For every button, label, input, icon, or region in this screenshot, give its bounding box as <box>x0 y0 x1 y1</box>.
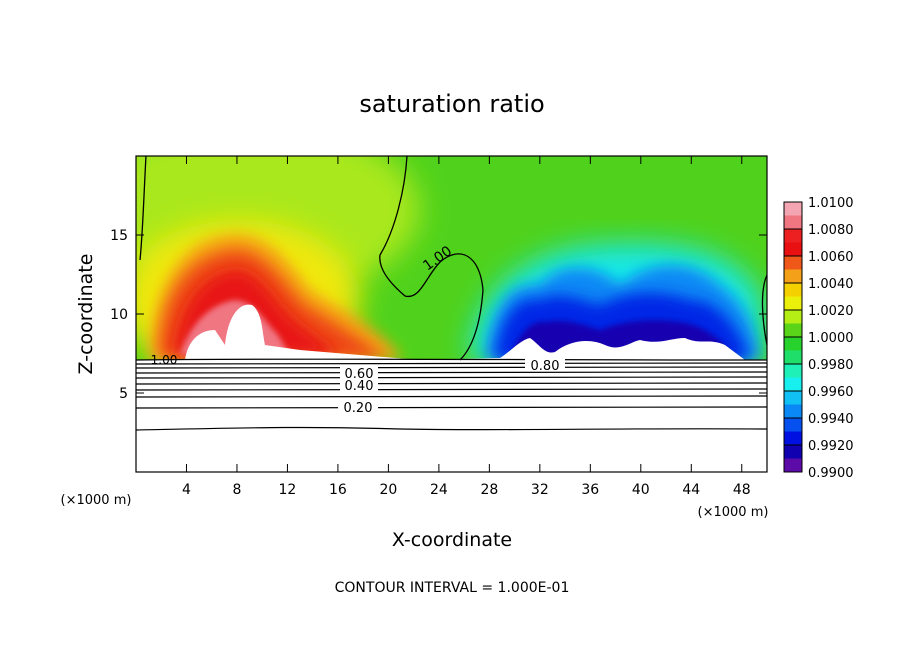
colorbar-swatch <box>784 215 802 230</box>
colorbar-swatch <box>784 229 802 243</box>
colorbar-swatch <box>784 377 802 392</box>
colorbar: 1.0100 1.0080 1.0060 1.0040 1.0020 1.0000 0.99… <box>783 196 854 481</box>
x-tick-label: 40 <box>632 482 650 498</box>
colorbar-swatch <box>784 256 802 270</box>
x-tick-label: 48 <box>733 482 751 498</box>
colorbar-label: 1.0060 <box>808 250 854 265</box>
colorbar-swatch <box>784 445 802 459</box>
colorbar-swatch <box>784 310 802 324</box>
colorbar-label: 1.0020 <box>808 304 854 319</box>
colorbar-label: 1.0000 <box>808 331 854 346</box>
y-axis: 5 10 15 <box>110 228 767 402</box>
chart-title: saturation ratio <box>359 90 544 118</box>
x-tick-label: 24 <box>430 482 448 498</box>
x-tick-label: 16 <box>329 482 347 498</box>
contour-label: 0.20 <box>344 401 373 416</box>
colorbar-swatch <box>784 337 802 351</box>
x-axis: 4 8 12 16 20 24 28 32 36 40 44 48 <box>182 156 751 498</box>
contour-line-1.00-left <box>139 156 147 261</box>
contour-label: 1.00 <box>151 353 178 367</box>
colorbar-label: 0.9960 <box>808 385 854 400</box>
colorbar-swatch <box>784 458 802 473</box>
colorbar-label: 1.0040 <box>808 277 854 292</box>
x-tick-label: 28 <box>480 482 498 498</box>
colorbar-label: 1.0080 <box>808 223 854 238</box>
y-axis-label: Z-coordinate <box>75 254 97 375</box>
contour-label: 0.40 <box>345 379 374 394</box>
colorbar-swatch <box>784 350 802 365</box>
colorbar-swatch <box>784 418 802 432</box>
contour-line-1.00-right <box>761 274 767 346</box>
low-contours <box>136 358 767 431</box>
lower-white-area <box>136 304 767 472</box>
x-tick-label: 8 <box>232 482 241 498</box>
x-tick-label: 20 <box>379 482 397 498</box>
colorbar-label: 1.0100 <box>808 196 854 211</box>
colorbar-swatch <box>784 404 802 419</box>
x-axis-label: X-coordinate <box>392 529 512 551</box>
colorbar-swatch <box>784 364 802 378</box>
colorbar-swatch <box>784 242 802 257</box>
colorbar-swatch <box>784 431 802 446</box>
x-tick-label: 44 <box>682 482 700 498</box>
plot-field <box>136 156 767 472</box>
colorbar-label: 0.9940 <box>808 412 854 427</box>
contour-label: 0.80 <box>531 359 560 374</box>
footer-contour-interval: CONTOUR INTERVAL = 1.000E-01 <box>335 580 570 596</box>
x-tick-label: 32 <box>531 482 549 498</box>
colorbar-swatch <box>784 391 802 405</box>
x-unit-label: (×1000 m) <box>61 493 132 508</box>
x-tick-label: 4 <box>182 482 191 498</box>
x-tick-label: 12 <box>279 482 297 498</box>
y-tick-label: 15 <box>110 228 128 244</box>
contour-line-1.00-upper <box>379 156 484 361</box>
x-unit-label-right: (×1000 m) <box>698 505 769 520</box>
contour-label: 0.60 <box>345 367 374 382</box>
colorbar-swatch <box>784 296 802 311</box>
colorbar-swatch <box>784 269 802 284</box>
x-tick-label: 36 <box>581 482 599 498</box>
colorbar-swatch <box>784 323 802 338</box>
y-tick-label: 10 <box>110 307 128 323</box>
colorbar-label: 0.9920 <box>808 439 854 454</box>
colorbar-swatch <box>784 202 802 216</box>
y-tick-label: 5 <box>119 386 128 402</box>
colorbar-swatch <box>784 283 802 297</box>
colorbar-label: 0.9980 <box>808 358 854 373</box>
colorbar-label: 0.9900 <box>808 466 854 481</box>
